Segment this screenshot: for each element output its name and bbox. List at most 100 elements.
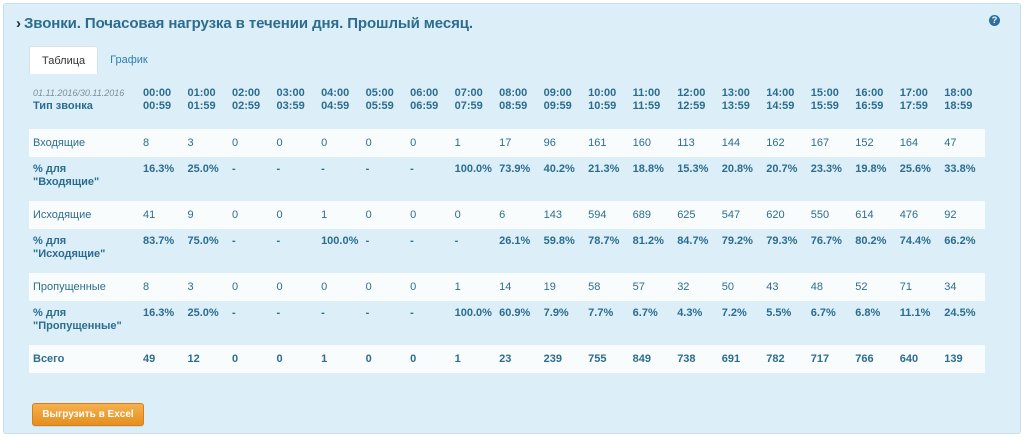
row-label: % для "Исходящие"	[29, 229, 139, 273]
table-cell: -	[317, 157, 362, 201]
table-cell: 0	[317, 129, 362, 157]
row-label-line: Входящие	[33, 137, 86, 149]
table-cell: 25.0%	[183, 301, 229, 345]
table-cell: 59.8%	[539, 229, 585, 273]
table-cell: 160	[628, 129, 674, 157]
table-cell: 3	[183, 129, 229, 157]
table-row: Входящие 8 3 0 0 0 0 0 1 17 96 161 160 113 144 162 167 15…	[29, 129, 985, 157]
tab-chart[interactable]: График	[110, 54, 148, 66]
export-excel-button[interactable]: Выгрузить в Excel	[32, 403, 144, 426]
table-cell: 9	[183, 201, 229, 229]
table-cell: 0	[406, 273, 451, 301]
table-cell: -	[361, 229, 407, 273]
table-cell: -	[272, 157, 318, 201]
table-cell: 20.7%	[762, 157, 807, 201]
hour-start: 04:00	[321, 87, 350, 99]
table-cell: 47	[940, 129, 985, 157]
table-cell: 100.0%	[317, 229, 362, 273]
hour-start: 17:00	[899, 87, 928, 99]
table-cell: 0	[228, 201, 273, 229]
chevron-right-icon[interactable]: ›	[16, 14, 21, 32]
hour-start: 18:00	[944, 87, 973, 99]
hour-end: 10:59	[588, 100, 617, 112]
table-cell: -	[228, 301, 273, 345]
table-cell: 48	[806, 273, 852, 301]
table-cell: 25.6%	[895, 157, 941, 201]
hour-start: 10:00	[588, 87, 617, 99]
table-cell: 640	[895, 345, 941, 373]
hour-start: 11:00	[632, 87, 661, 99]
table-cell: 1	[317, 345, 362, 373]
table-cell: 6.7%	[628, 301, 674, 345]
table-cell: 782	[762, 345, 807, 373]
table-cell: 18.8%	[628, 157, 674, 201]
table-cell: 766	[851, 345, 896, 373]
hour-start: 09:00	[543, 87, 572, 99]
hour-start: 14:00	[766, 87, 795, 99]
tab-table[interactable]: Таблица	[29, 46, 99, 74]
table-cell: 152	[851, 129, 896, 157]
hour-header: 10:00 10:59	[584, 73, 629, 129]
hour-header: 06:00 06:59	[406, 73, 451, 129]
table-cell: 75.0%	[183, 229, 229, 273]
table-cell: 476	[895, 201, 941, 229]
row-label: Входящие	[29, 129, 139, 157]
table-cell: 0	[272, 345, 318, 373]
table-cell: 717	[806, 345, 852, 373]
row-label: % для "Пропущенные"	[29, 301, 139, 345]
row-label: Всего	[29, 345, 139, 373]
table-cell: 849	[628, 345, 674, 373]
hour-header: 16:00 16:59	[851, 73, 896, 129]
hour-header: 11:00 11:59	[629, 73, 674, 129]
table-row: Пропущенные 8 3 0 0 0 0 0 1 14 19 58 57 32 50 43 48 52 71 3…	[29, 273, 985, 301]
hour-header: 02:00 02:59	[228, 73, 273, 129]
table-cell: 58	[584, 273, 629, 301]
hour-start: 15:00	[810, 87, 839, 99]
table-cell: 19.8%	[851, 157, 896, 201]
table-cell: 239	[539, 345, 585, 373]
table-body: Входящие 8 3 0 0 0 0 0 1 17 96 161 160 113 144 162 167 15…	[29, 129, 985, 373]
hour-end: 14:59	[766, 100, 795, 112]
table-cell: 167	[806, 129, 852, 157]
table-cell: 74.4%	[895, 229, 941, 273]
table-cell: 0	[361, 273, 407, 301]
table-cell: 76.7%	[806, 229, 852, 273]
hour-start: 12:00	[677, 87, 706, 99]
table-cell: 41	[139, 201, 184, 229]
table-cell: 79.3%	[762, 229, 807, 273]
page-title: Звонки. Почасовая нагрузка в течении дня…	[24, 14, 473, 32]
table-cell: 1	[450, 129, 496, 157]
hour-end: 12:59	[677, 100, 706, 112]
table-cell: -	[317, 301, 362, 345]
row-label-line: Всего	[33, 353, 65, 365]
hour-end: 01:59	[187, 100, 216, 112]
row-label-line: Пропущенные	[33, 281, 106, 293]
table-cell: 0	[228, 129, 273, 157]
table-cell: 40.2%	[539, 157, 585, 201]
table-cell: 3	[183, 273, 229, 301]
table-cell: 57	[628, 273, 674, 301]
tab-bar: Таблица График	[29, 46, 160, 74]
table-cell: 81.2%	[628, 229, 674, 273]
table-header-row: 01.11.2016/30.11.2016 Тип звонка 00:00 00…	[29, 73, 985, 129]
hour-end: 07:59	[454, 100, 483, 112]
row-label: Исходящие	[29, 201, 139, 229]
table-cell: 20.8%	[717, 157, 763, 201]
row-label-line: "Исходящие"	[33, 248, 106, 260]
table-container: 01.11.2016/30.11.2016 Тип звонка 00:00 00…	[29, 73, 985, 373]
table-cell: 12	[183, 345, 229, 373]
table-cell: 52	[851, 273, 896, 301]
table-cell: 0	[228, 273, 273, 301]
table-cell: 625	[673, 201, 718, 229]
row-label-line: % для	[33, 235, 67, 247]
panel-header[interactable]: › Звонки. Почасовая нагрузка в течении д…	[16, 13, 473, 33]
help-icon[interactable]: ?	[989, 15, 1000, 26]
table-cell: 691	[717, 345, 763, 373]
hour-header: 00:00 00:59	[139, 73, 184, 129]
table-cell: 738	[673, 345, 718, 373]
hour-end: 09:59	[543, 100, 572, 112]
table-cell: 21.3%	[584, 157, 629, 201]
table-cell: 0	[228, 345, 273, 373]
report-panel: › Звонки. Почасовая нагрузка в течении д…	[3, 3, 1021, 434]
table-cell: -	[406, 157, 451, 201]
